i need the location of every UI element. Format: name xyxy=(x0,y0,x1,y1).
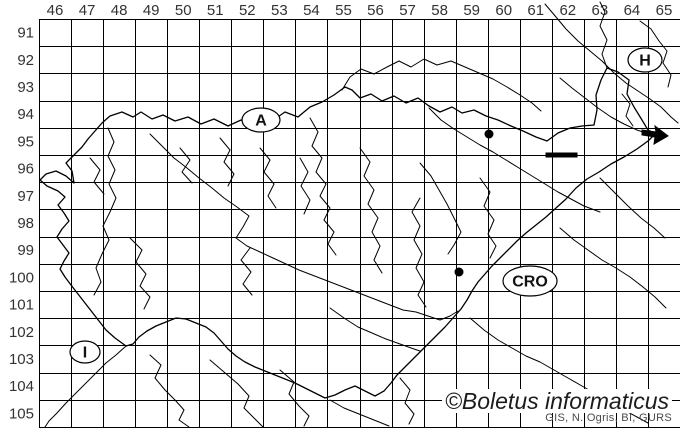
grid-column-label: 51 xyxy=(207,2,224,19)
grid-column-label: 54 xyxy=(303,2,320,19)
grid-row-label: 93 xyxy=(17,79,34,96)
grid-column-label: 55 xyxy=(335,2,352,19)
utm-grid-lines xyxy=(39,19,680,428)
grid-column-label: 46 xyxy=(47,2,64,19)
grid-column-label: 64 xyxy=(624,2,641,19)
river-line xyxy=(419,162,462,255)
river-line xyxy=(559,77,647,134)
river-line xyxy=(329,399,390,427)
river-line xyxy=(341,58,542,112)
grid-column-label: 57 xyxy=(399,2,416,19)
river-line xyxy=(428,107,601,213)
grid-row-label: 91 xyxy=(17,25,34,42)
grid-column-label: 61 xyxy=(527,2,544,19)
river-line xyxy=(599,177,666,239)
grid-column-label: 52 xyxy=(239,2,256,19)
country-label-ellipse xyxy=(241,107,281,133)
grid-column-labels: 46 47 48 49 50 51 52 53 54 55 56 57 58 59 60 61 62 63 64 65 xyxy=(47,2,673,19)
river-line xyxy=(279,369,310,427)
grid-column-label: 50 xyxy=(175,2,192,19)
river-line xyxy=(209,359,264,428)
grid-column-label: 60 xyxy=(495,2,512,19)
river-line xyxy=(399,377,415,425)
thick-border-mark xyxy=(641,124,669,145)
source-attribution-text: GIS, N. Ogris, BI, GURS xyxy=(545,412,672,424)
river-line xyxy=(299,157,311,215)
country-code-labels: A H CRO I xyxy=(69,47,663,364)
grid-row-label: 105 xyxy=(9,405,34,422)
grid-row-label: 96 xyxy=(17,161,34,178)
river-line xyxy=(329,307,421,352)
country-label-ellipse xyxy=(627,47,663,73)
country-label-text: A xyxy=(255,113,267,130)
river-line xyxy=(93,127,117,296)
river-line xyxy=(639,20,672,88)
river-line xyxy=(149,133,459,321)
occurrence-dot xyxy=(484,129,494,139)
grid-row-label: 94 xyxy=(17,106,34,123)
grid-column-label: 53 xyxy=(271,2,288,19)
grid-row-labels: 91 92 93 94 95 96 97 98 99 100 101 102 103 104 105 xyxy=(9,25,34,423)
river-line xyxy=(621,93,634,127)
country-border-outline xyxy=(39,67,656,399)
grid-column-label: 65 xyxy=(656,2,673,19)
river-line xyxy=(411,197,427,308)
river-line xyxy=(259,147,277,209)
grid-column-label: 63 xyxy=(592,2,609,19)
country-label-ellipse xyxy=(69,340,101,364)
river-line xyxy=(559,227,667,309)
country-label-text: I xyxy=(83,345,87,362)
map-line-work xyxy=(39,1,679,428)
grid-row-label: 104 xyxy=(9,378,34,395)
grid-row-label: 102 xyxy=(9,324,34,341)
country-label-text: CRO xyxy=(512,274,548,291)
grid-column-label: 56 xyxy=(367,2,384,19)
grid-row-label: 92 xyxy=(17,52,34,69)
grid-row-label: 97 xyxy=(17,188,34,205)
grid-column-label: 62 xyxy=(559,2,576,19)
thick-border-marks xyxy=(545,124,669,158)
river-line xyxy=(219,137,235,187)
grid-row-label: 99 xyxy=(17,242,34,259)
grid-column-label: 47 xyxy=(79,2,96,19)
country-label-text: H xyxy=(639,53,651,70)
grid-column-label: 48 xyxy=(111,2,128,19)
grid-column-label: 49 xyxy=(143,2,160,19)
river-line xyxy=(544,3,679,124)
river-line xyxy=(179,147,193,184)
grid-row-label: 103 xyxy=(9,351,34,368)
grid-row-label: 101 xyxy=(9,297,34,314)
river-line xyxy=(129,237,151,310)
river-line xyxy=(479,177,497,259)
grid-column-label: 59 xyxy=(463,2,480,19)
occurrence-dot xyxy=(454,267,464,277)
occurrence-dots xyxy=(454,129,494,277)
river-line xyxy=(599,1,608,69)
river-line xyxy=(240,247,253,296)
country-label-ellipse xyxy=(502,265,558,297)
grid-row-label: 95 xyxy=(17,133,34,150)
copyright-text: ©Boletus informaticus xyxy=(441,389,672,413)
thick-border-mark xyxy=(545,152,578,158)
grid-row-label: 98 xyxy=(17,215,34,232)
river-line xyxy=(44,345,127,428)
river-line xyxy=(309,117,337,256)
river-line xyxy=(89,157,105,195)
river-line xyxy=(149,354,190,428)
grid-row-label: 100 xyxy=(9,269,34,286)
grid-column-label: 58 xyxy=(431,2,448,19)
river-line xyxy=(359,147,383,274)
